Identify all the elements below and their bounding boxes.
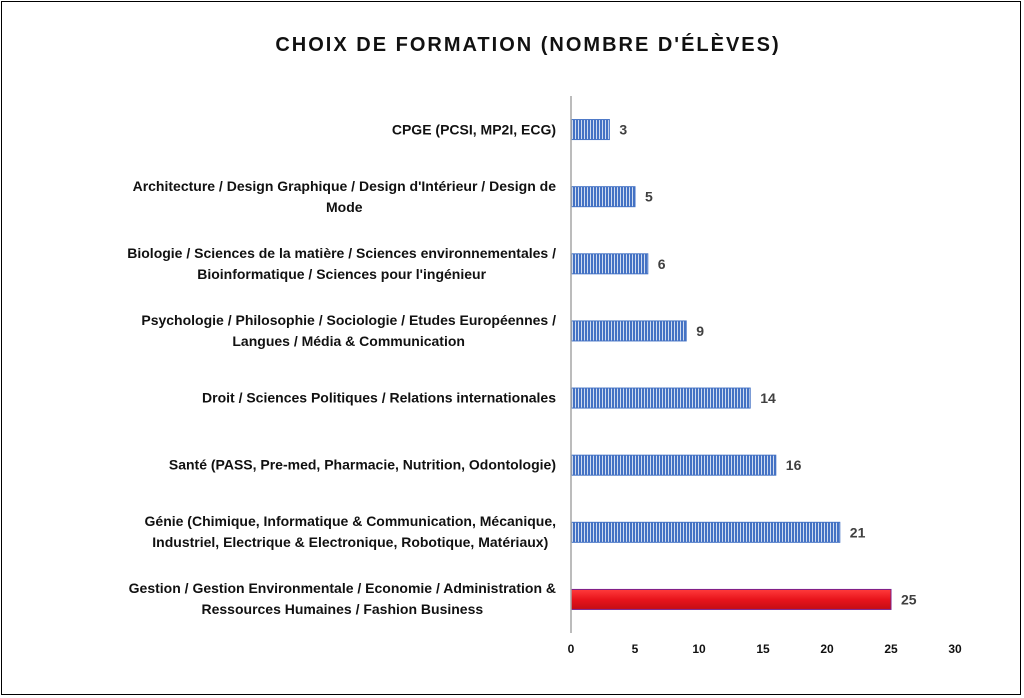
category-label-line: Bioinformatique / Sciences pour l'ingéni… <box>197 265 487 282</box>
x-tick-label-2: 10 <box>692 642 706 656</box>
data-label-2: 6 <box>658 256 666 272</box>
category-label-6: Génie (Chimique, Informatique & Communic… <box>145 511 556 553</box>
category-label-line: Mode <box>326 198 363 215</box>
category-label-1: Architecture / Design Graphique / Design… <box>133 176 556 218</box>
bar-1 <box>570 186 636 208</box>
category-label-line: Gestion / Gestion Environmentale / Econo… <box>128 580 556 597</box>
category-label-line: CPGE (PCSI, MP2I, ECG) <box>391 121 556 138</box>
category-label-line: Génie (Chimique, Informatique & Communic… <box>144 513 556 530</box>
x-tick-label-5: 25 <box>884 642 898 656</box>
category-label-line: Ressources Humaines / Fashion Business <box>201 601 484 618</box>
category-label-line: Architecture / Design Graphique / Design… <box>132 177 556 194</box>
data-label-1: 5 <box>645 189 653 205</box>
category-label-0: CPGE (PCSI, MP2I, ECG) <box>392 119 556 140</box>
category-label-2: Biologie / Sciences de la matière / Scie… <box>127 243 556 285</box>
category-label-5: Santé (PASS, Pre-med, Pharmacie, Nutriti… <box>169 455 556 476</box>
x-tick-label-1: 5 <box>632 642 639 656</box>
x-tick-label-6: 30 <box>948 642 962 656</box>
data-label-7: 25 <box>901 591 917 607</box>
bar-6 <box>570 521 841 543</box>
bar-5 <box>570 454 777 476</box>
bar-7 <box>570 588 892 610</box>
bar-4 <box>570 387 751 409</box>
category-label-line: Biologie / Sciences de la matière / Scie… <box>127 244 556 261</box>
x-tick-label-3: 15 <box>756 642 770 656</box>
category-label-line: Santé (PASS, Pre-med, Pharmacie, Nutriti… <box>168 456 556 473</box>
category-label-7: Gestion / Gestion Environmentale / Econo… <box>129 578 556 620</box>
data-label-4: 14 <box>760 390 776 406</box>
bar-3 <box>570 320 687 342</box>
data-label-6: 21 <box>850 524 866 540</box>
category-label-4: Droit / Sciences Politiques / Relations … <box>202 388 556 409</box>
category-label-3: Psychologie / Philosophie / Sociologie /… <box>141 310 556 352</box>
category-label-line: Industriel, Electrique & Electronique, R… <box>152 534 549 551</box>
bar-0 <box>570 119 610 141</box>
category-label-line: Langues / Média & Communication <box>232 332 465 349</box>
data-label-0: 3 <box>619 122 627 138</box>
category-label-line: Psychologie / Philosophie / Sociologie /… <box>141 311 556 328</box>
x-tick-label-0: 0 <box>568 642 575 656</box>
category-label-line: Droit / Sciences Politiques / Relations … <box>202 389 556 406</box>
bar-2 <box>570 253 649 275</box>
chart-title: CHOIX DE FORMATION (NOMBRE D'ÉLÈVES) <box>275 34 781 56</box>
data-label-3: 9 <box>696 323 704 339</box>
data-label-5: 16 <box>786 457 802 473</box>
x-tick-label-4: 20 <box>820 642 834 656</box>
